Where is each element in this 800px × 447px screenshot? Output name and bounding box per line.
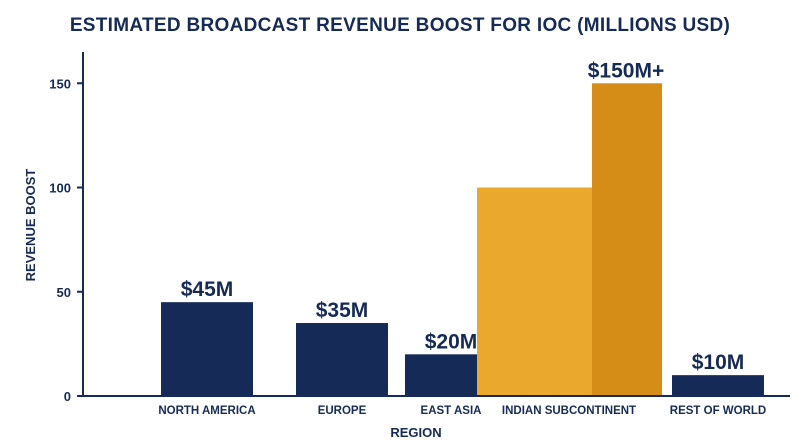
x-tick-label: REST OF WORLD — [670, 405, 766, 417]
axes-group — [82, 52, 790, 397]
data-label: $35M — [316, 299, 369, 322]
x-tick-label: NORTH AMERICA — [158, 405, 255, 417]
bar-europe — [296, 323, 388, 396]
bar-indian-subcontinent — [592, 83, 662, 396]
bar-north-america — [161, 302, 253, 396]
x-tick-label: INDIAN SUBCONTINENT — [502, 405, 636, 417]
x-tick-labels-group: NORTH AMERICA EUROPE EAST ASIA INDIAN SUBCO… — [158, 405, 766, 417]
bars-group — [161, 83, 764, 396]
y-tick-label: 100 — [49, 181, 71, 196]
bar-rest-of-world — [672, 375, 764, 396]
y-tick-label: 150 — [49, 76, 71, 91]
y-ticks-group: 0 50 100 150 — [49, 76, 83, 404]
y-axis-label: REVENUE BOOST — [23, 169, 38, 282]
data-label: $150M+ — [588, 59, 664, 82]
y-tick-label: 0 — [64, 389, 71, 404]
x-tick-label: EAST ASIA — [421, 405, 482, 417]
data-labels-group: $45M $35M $20M $150M+ $10M — [181, 59, 745, 374]
x-axis-label: REGION — [390, 425, 441, 440]
data-label: $10M — [692, 351, 745, 374]
data-label: $45M — [181, 278, 234, 301]
chart-title: ESTIMATED BROADCAST REVENUE BOOST FOR IO… — [70, 15, 730, 36]
y-tick-label: 50 — [57, 285, 71, 300]
data-label: $20M — [425, 330, 478, 353]
x-tick-label: EUROPE — [318, 405, 367, 417]
